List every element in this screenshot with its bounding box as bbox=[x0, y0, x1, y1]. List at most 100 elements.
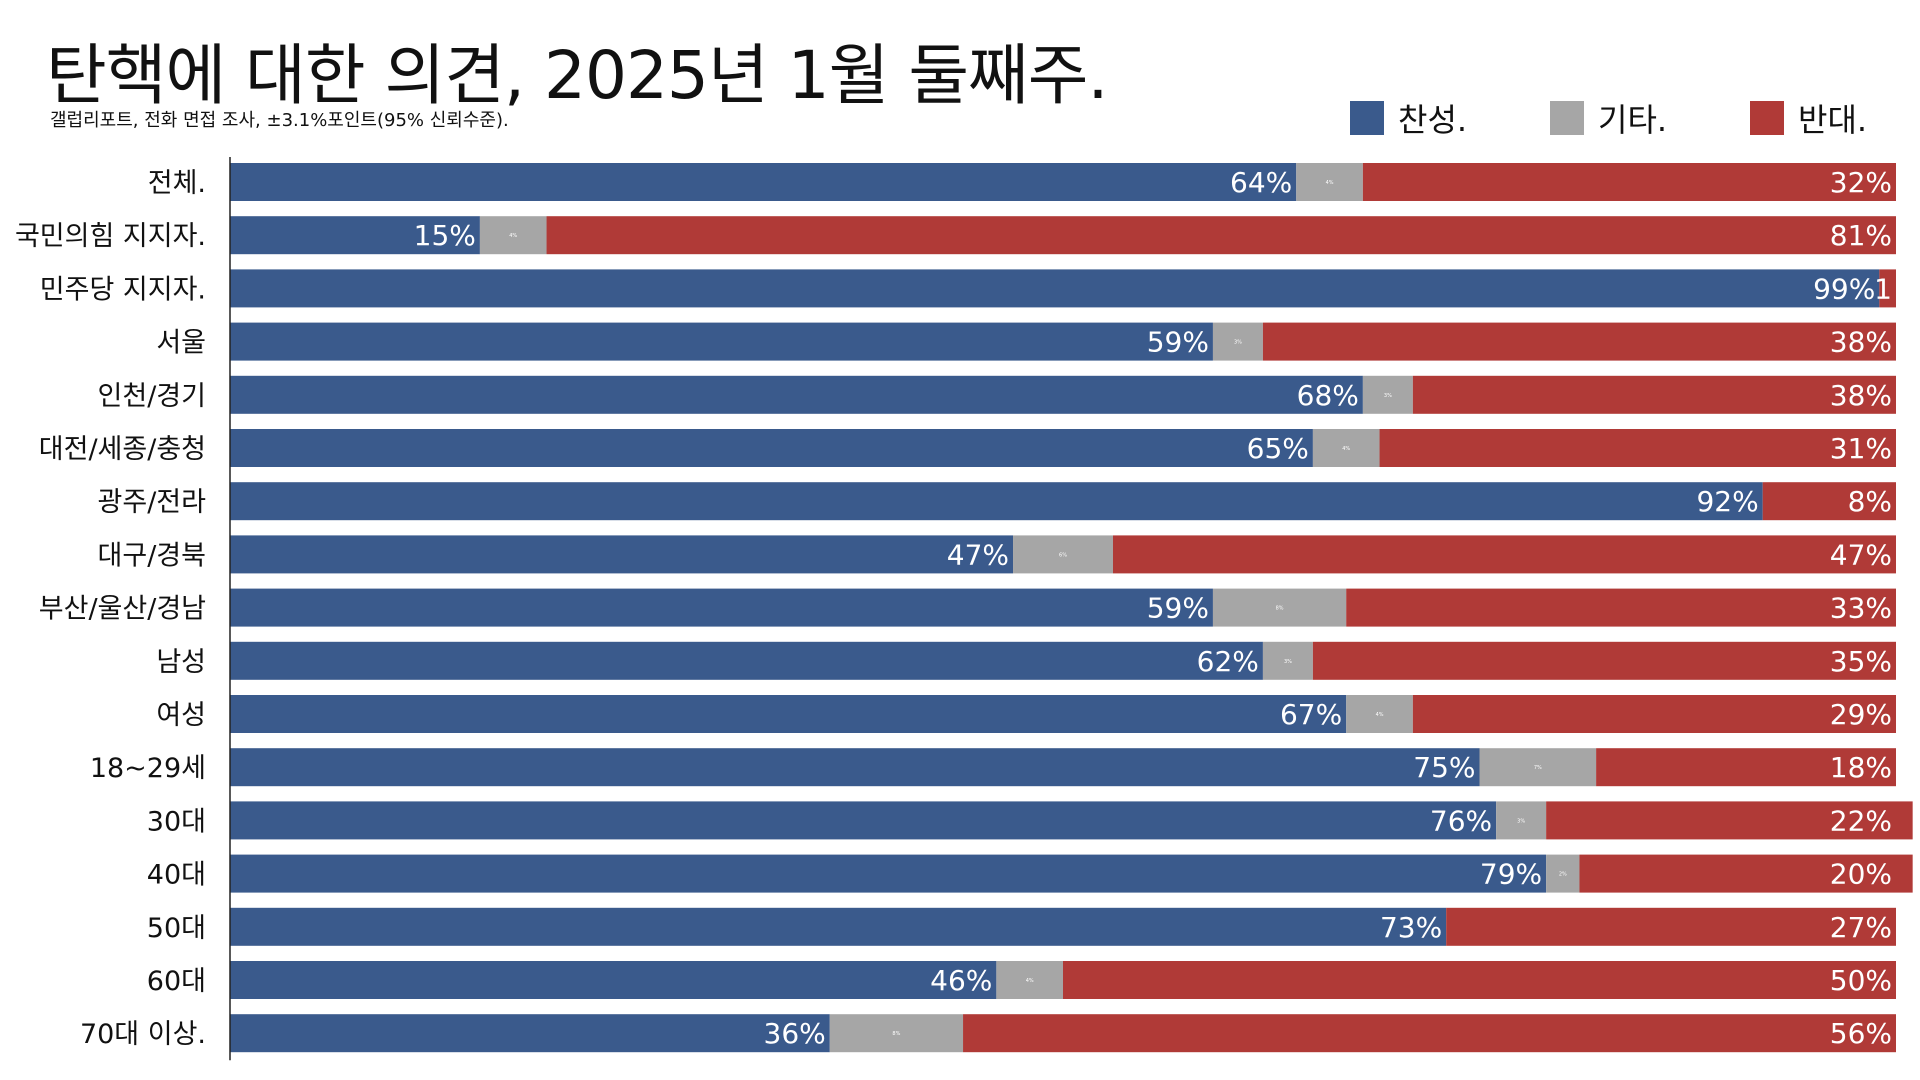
bar-segment-other bbox=[1362, 375, 1413, 414]
bar-segment-oppose bbox=[1412, 375, 1896, 414]
bar-segment-oppose bbox=[1112, 535, 1896, 574]
data-label-oppose: 22% bbox=[1830, 804, 1892, 837]
data-label-support: 46% bbox=[930, 964, 992, 997]
data-label-other: 4% bbox=[509, 233, 517, 239]
data-label-support: 62% bbox=[1197, 645, 1259, 678]
legend-item-support: 찬성. bbox=[1350, 96, 1467, 140]
data-label-support: 76% bbox=[1430, 804, 1492, 837]
bar-segment-support bbox=[230, 748, 1480, 787]
data-label-support: 64% bbox=[1230, 166, 1292, 199]
data-label-support: 65% bbox=[1247, 432, 1309, 465]
data-label-other: 7% bbox=[1534, 765, 1542, 771]
bar-segment-other bbox=[1312, 429, 1380, 467]
category-label: 50대 bbox=[147, 913, 206, 944]
bar-segment-support bbox=[230, 375, 1363, 414]
legend-swatch-other bbox=[1550, 101, 1584, 135]
bar-segment-other bbox=[479, 216, 547, 255]
legend-item-other: 기타. bbox=[1550, 96, 1667, 140]
chart-title: 탄핵에 대한 의견, 2025년 1월 둘째주. bbox=[46, 37, 1108, 114]
bar-segment-support bbox=[230, 269, 1880, 308]
data-label-other: 3% bbox=[1384, 393, 1392, 399]
bar-segment-support bbox=[230, 1014, 830, 1053]
chart-legend: 찬성. 기타. 반대. bbox=[0, 96, 1920, 140]
data-label-support: 36% bbox=[764, 1017, 826, 1050]
data-label-other: 8% bbox=[1276, 606, 1284, 612]
bar-segment-other bbox=[829, 1014, 964, 1053]
data-label-other: 4% bbox=[1376, 712, 1384, 718]
legend-label-support: 찬성. bbox=[1398, 101, 1468, 139]
data-label-oppose: 31% bbox=[1830, 432, 1892, 465]
data-label-oppose: 29% bbox=[1830, 698, 1892, 731]
data-label-oppose: 33% bbox=[1830, 592, 1892, 625]
category-label: 전체. bbox=[148, 168, 206, 199]
data-label-other: 2% bbox=[1559, 872, 1567, 878]
data-label-support: 59% bbox=[1147, 592, 1209, 625]
bar-segment-support bbox=[230, 588, 1213, 627]
bar-segment-oppose bbox=[1346, 588, 1896, 627]
bar-segment-support bbox=[230, 854, 1547, 893]
bar-segment-oppose bbox=[546, 216, 1896, 255]
bar-segment-other bbox=[1013, 535, 1113, 574]
bar-segment-oppose bbox=[1262, 322, 1896, 361]
data-label-support: 92% bbox=[1696, 485, 1758, 518]
category-label: 부산/울산/경남 bbox=[39, 594, 206, 625]
data-label-other: 4% bbox=[1326, 180, 1334, 186]
legend-label-oppose: 반대. bbox=[1798, 101, 1868, 139]
legend-swatch-support bbox=[1350, 101, 1384, 135]
data-label-other: 6% bbox=[1059, 552, 1067, 558]
bar-segment-other bbox=[1346, 695, 1413, 733]
bar-segment-other bbox=[1546, 854, 1580, 893]
data-label-support: 75% bbox=[1413, 751, 1475, 784]
bar-segment-other bbox=[996, 961, 1063, 999]
bar-segment-support bbox=[230, 482, 1763, 521]
category-label: 70대 이상. bbox=[80, 1019, 206, 1050]
category-label: 국민의힘 지지자. bbox=[15, 221, 206, 252]
legend-swatch-oppose bbox=[1750, 101, 1784, 135]
bar-segment-support bbox=[230, 216, 480, 255]
data-label-oppose: 35% bbox=[1830, 645, 1892, 678]
chart-subtitle: 갤럽리포트, 전화 면접 조사, ±3.1%포인트(95% 신뢰수준). bbox=[50, 110, 509, 131]
data-label-oppose: 1 bbox=[1874, 272, 1892, 305]
data-label-support: 73% bbox=[1380, 911, 1442, 944]
category-label: 40대 bbox=[147, 860, 206, 891]
category-label: 30대 bbox=[147, 806, 206, 837]
bar-segment-oppose bbox=[1362, 163, 1896, 201]
bar-segment-other bbox=[1496, 801, 1547, 840]
bar-segment-other bbox=[1212, 322, 1263, 361]
bar-segment-support bbox=[230, 322, 1213, 361]
data-label-support: 67% bbox=[1280, 698, 1342, 731]
data-label-oppose: 8% bbox=[1848, 485, 1892, 518]
category-label: 인천/경기 bbox=[98, 381, 206, 412]
legend-item-oppose: 반대. bbox=[1750, 96, 1867, 140]
data-label-support: 79% bbox=[1480, 858, 1542, 891]
data-label-other: 3% bbox=[1234, 340, 1242, 346]
category-label: 60대 bbox=[147, 966, 206, 997]
bar-segment-other bbox=[1479, 748, 1597, 787]
category-label: 민주당 지지자. bbox=[40, 274, 206, 305]
data-label-oppose: 81% bbox=[1830, 219, 1892, 252]
category-label: 남성 bbox=[156, 647, 206, 678]
data-label-oppose: 32% bbox=[1830, 166, 1892, 199]
bar-segment-support bbox=[230, 801, 1497, 840]
data-label-other: 3% bbox=[1284, 659, 1292, 665]
bar-segment-support bbox=[230, 163, 1297, 201]
data-label-oppose: 56% bbox=[1830, 1017, 1892, 1050]
data-label-oppose: 20% bbox=[1830, 858, 1892, 891]
bar-segment-oppose bbox=[1879, 269, 1896, 308]
category-label: 18~29세 bbox=[90, 753, 206, 784]
data-label-support: 68% bbox=[1297, 379, 1359, 412]
bar-segment-support bbox=[230, 429, 1313, 467]
data-label-other: 3% bbox=[1517, 818, 1525, 824]
data-label-support: 47% bbox=[947, 538, 1009, 571]
bar-segment-support bbox=[230, 961, 997, 999]
bar-segment-support bbox=[230, 535, 1014, 574]
category-label: 여성 bbox=[156, 700, 206, 731]
bar-segment-oppose bbox=[1063, 961, 1896, 999]
bar-segment-oppose bbox=[1412, 695, 1896, 733]
data-label-support: 99% bbox=[1813, 272, 1875, 305]
bar-segment-other bbox=[1212, 588, 1347, 627]
data-label-other: 8% bbox=[892, 1031, 900, 1037]
data-label-oppose: 38% bbox=[1830, 326, 1892, 359]
bar-segment-oppose bbox=[1762, 482, 1896, 521]
bar-segment-oppose bbox=[1546, 801, 1913, 840]
